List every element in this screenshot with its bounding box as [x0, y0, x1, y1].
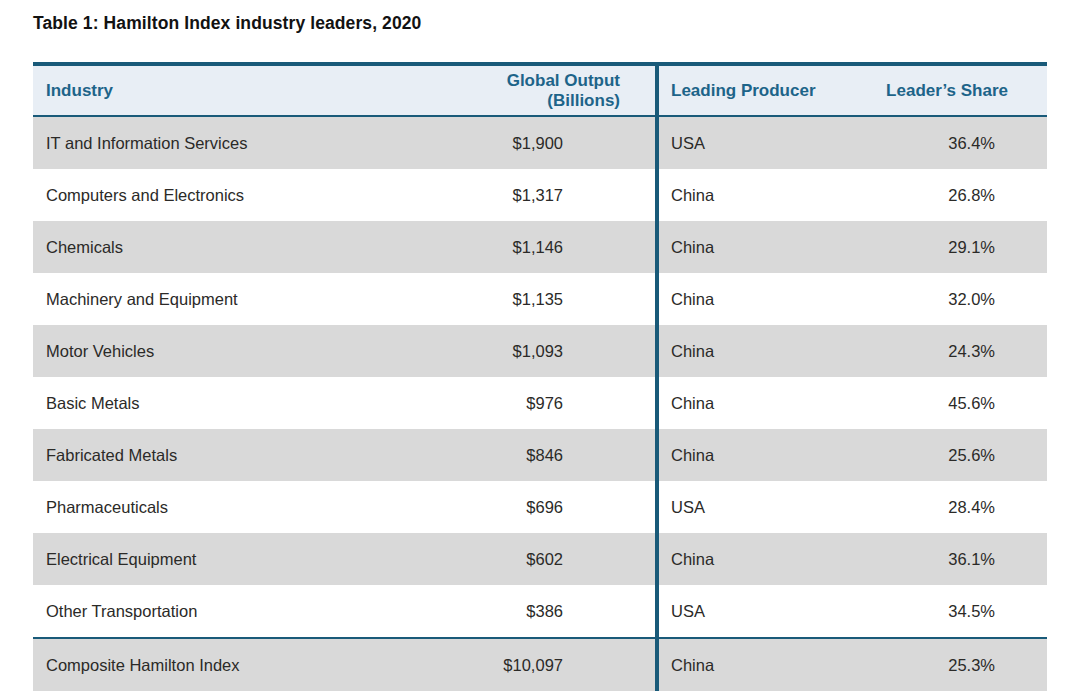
table-row: Other Transportation $386 USA 34.5% — [33, 585, 1047, 637]
producer-cell: USA — [659, 602, 881, 621]
industry-cell: Electrical Equipment — [33, 550, 433, 569]
output-cell: $1,900 — [433, 134, 655, 153]
industry-cell: Fabricated Metals — [33, 446, 433, 465]
table-row: Electrical Equipment $602 China 36.1% — [33, 533, 1047, 585]
output-cell: $386 — [433, 602, 655, 621]
share-cell: 29.1% — [881, 238, 1047, 257]
table-row: Basic Metals $976 China 45.6% — [33, 377, 1047, 429]
industry-cell: Computers and Electronics — [33, 186, 433, 205]
industry-cell: Other Transportation — [33, 602, 433, 621]
share-cell: 36.1% — [881, 550, 1047, 569]
producer-cell: China — [659, 656, 881, 675]
header-cell-output: Global Output (Billions) — [433, 71, 655, 111]
output-cell: $1,093 — [433, 342, 655, 361]
producer-cell: China — [659, 446, 881, 465]
output-cell: $976 — [433, 394, 655, 413]
industry-cell: Pharmaceuticals — [33, 498, 433, 517]
table-row: Pharmaceuticals $696 USA 28.4% — [33, 481, 1047, 533]
share-cell: 25.6% — [881, 446, 1047, 465]
header-cell-industry: Industry — [33, 81, 433, 101]
output-cell: $1,317 — [433, 186, 655, 205]
table-row: IT and Information Services $1,900 USA 3… — [33, 117, 1047, 169]
output-cell: $1,135 — [433, 290, 655, 309]
producer-cell: China — [659, 394, 881, 413]
header-cell-share: Leader’s Share — [881, 81, 1047, 101]
header-cell-producer: Leading Producer — [659, 81, 881, 101]
industry-cell: Basic Metals — [33, 394, 433, 413]
output-cell: $602 — [433, 550, 655, 569]
producer-cell: China — [659, 238, 881, 257]
table-row: Motor Vehicles $1,093 China 24.3% — [33, 325, 1047, 377]
output-cell: $696 — [433, 498, 655, 517]
industry-cell: Composite Hamilton Index — [33, 656, 433, 675]
producer-cell: USA — [659, 498, 881, 517]
share-cell: 26.8% — [881, 186, 1047, 205]
output-cell: $10,097 — [433, 656, 655, 675]
table-row: Computers and Electronics $1,317 China 2… — [33, 169, 1047, 221]
table-row: Fabricated Metals $846 China 25.6% — [33, 429, 1047, 481]
share-cell: 25.3% — [881, 656, 1047, 675]
data-table: Industry Global Output (Billions) Leadin… — [33, 62, 1047, 691]
table-footer-row: Composite Hamilton Index $10,097 China 2… — [33, 637, 1047, 691]
document-page: Table 1: Hamilton Index industry leaders… — [0, 0, 1080, 700]
share-cell: 32.0% — [881, 290, 1047, 309]
output-cell: $846 — [433, 446, 655, 465]
share-cell: 45.6% — [881, 394, 1047, 413]
share-cell: 24.3% — [881, 342, 1047, 361]
table-row: Machinery and Equipment $1,135 China 32.… — [33, 273, 1047, 325]
producer-cell: China — [659, 186, 881, 205]
producer-cell: USA — [659, 134, 881, 153]
table-header-row: Industry Global Output (Billions) Leadin… — [33, 66, 1047, 117]
producer-cell: China — [659, 550, 881, 569]
table-row: Chemicals $1,146 China 29.1% — [33, 221, 1047, 273]
page-title: Table 1: Hamilton Index industry leaders… — [33, 13, 421, 34]
industry-cell: IT and Information Services — [33, 134, 433, 153]
share-cell: 34.5% — [881, 602, 1047, 621]
producer-cell: China — [659, 290, 881, 309]
share-cell: 28.4% — [881, 498, 1047, 517]
industry-cell: Machinery and Equipment — [33, 290, 433, 309]
industry-cell: Chemicals — [33, 238, 433, 257]
output-cell: $1,146 — [433, 238, 655, 257]
share-cell: 36.4% — [881, 134, 1047, 153]
industry-cell: Motor Vehicles — [33, 342, 433, 361]
producer-cell: China — [659, 342, 881, 361]
